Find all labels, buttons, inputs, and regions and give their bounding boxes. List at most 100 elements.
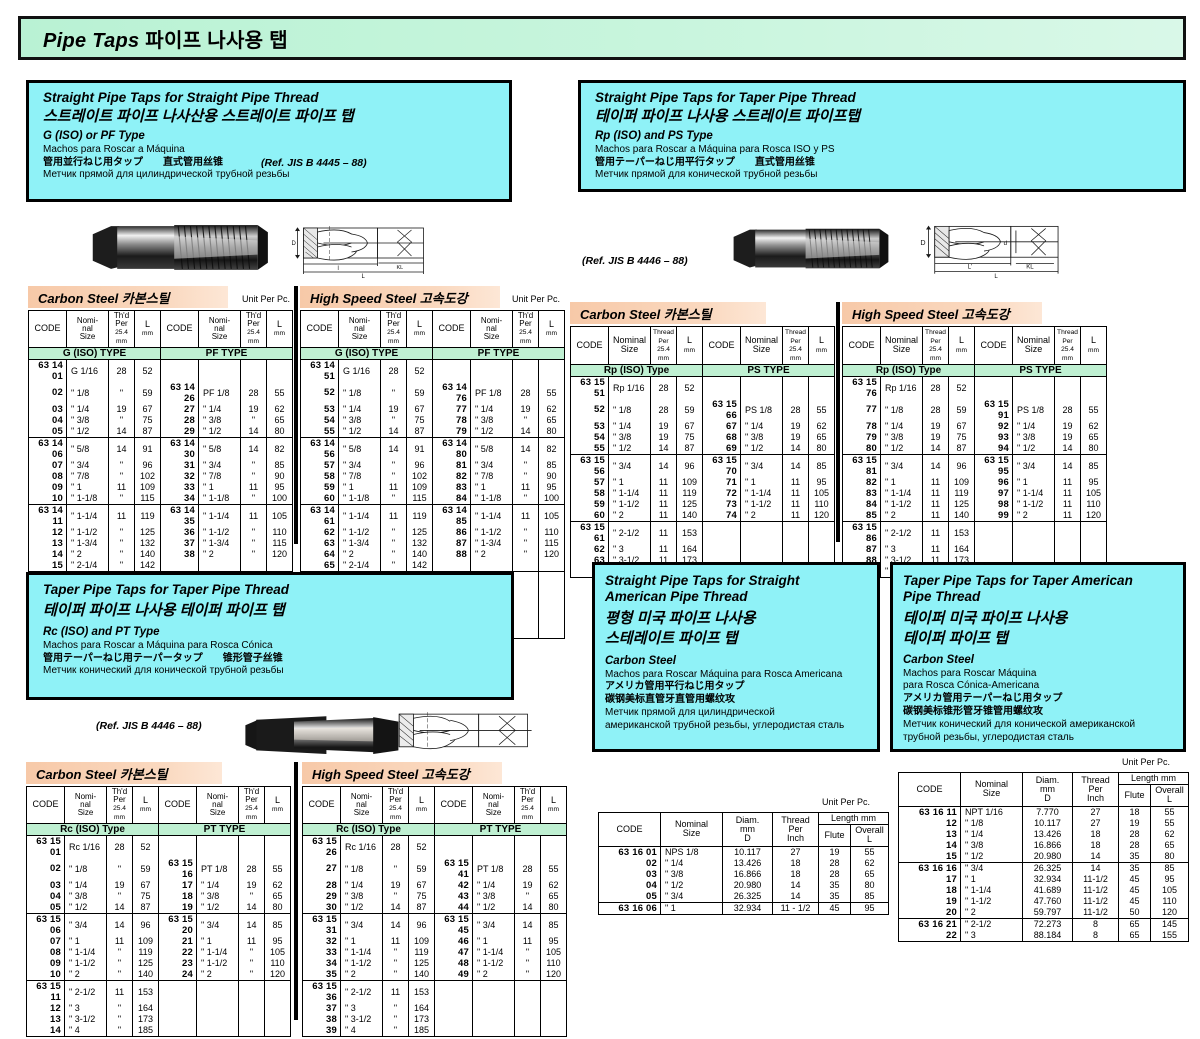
cell-flute: 35 [1118, 861, 1151, 874]
cell-threads-per-inch: 27 [1072, 805, 1119, 818]
cell-threads-per: " [514, 946, 541, 958]
cell-code: 60 [300, 492, 339, 505]
cell-overall: 155 [1150, 929, 1189, 942]
section3-ref-jis: (Ref. JIS B 4446 – 88) [96, 720, 202, 732]
col-header-code: CODE [974, 326, 1013, 365]
section-title-en-line1: Taper Pipe Taps for Taper American [903, 573, 1133, 588]
cell-code [702, 376, 741, 399]
cell-nominal-size: " 2 [1012, 509, 1055, 522]
cell-code: 63 14 61 [300, 503, 339, 527]
table-row: 35 " 2 " 140 49 " 2 " 120 [302, 968, 567, 981]
cell-length: 67 [676, 420, 703, 432]
table-row: 57 " 3/4 " 96 81 " 3/4 " 85 [300, 459, 565, 471]
table-row: 63 15 31 " 3/4 14 96 63 15 45 " 3/4 14 8… [302, 912, 567, 936]
cell-flute: 28 [1118, 839, 1151, 851]
cell-code [160, 559, 199, 572]
cell-length: 105 [1080, 487, 1107, 499]
cell-threads-per: 19 [650, 431, 677, 443]
cell-threads-per: " [240, 537, 267, 549]
cell-overall: 105 [1150, 884, 1189, 896]
cell-code [158, 1024, 197, 1037]
cell-code: 03 [598, 868, 661, 880]
cell-nominal-size: " 1-1/4 [64, 946, 107, 958]
table-row: 04 " 3/8 " 75 18 " 3/8 " 65 [26, 890, 291, 902]
cell-threads-per [512, 615, 539, 627]
cell-threads-per: 14 [922, 453, 949, 477]
cell-threads-per: 19 [238, 879, 265, 891]
cell-length: 96 [134, 459, 161, 471]
cell-threads-per: 14 [922, 442, 949, 455]
cell-length: 75 [132, 890, 159, 902]
cell-threads-per: 14 [1054, 453, 1081, 477]
table-row: 37 " 3 " 164 [302, 1002, 567, 1014]
cell-code: 46 [434, 935, 473, 947]
cell-flute: 28 [818, 868, 851, 880]
cell-nominal-size: PT 1/8 [196, 857, 239, 880]
cell-code: 04 [26, 890, 65, 902]
cell-threads-per: 28 [1054, 398, 1081, 421]
cell-code: 63 14 30 [160, 436, 199, 460]
cell-nominal-size: " 4 [340, 1024, 383, 1037]
cell-nominal-size: " 1/2 [64, 901, 107, 914]
cell-nominal-size [472, 835, 515, 858]
section-title-en: Taper Pipe Taps for Taper Pipe Thread [43, 582, 290, 597]
cell-threads-per: " [106, 1002, 133, 1014]
cell-nominal-size: " 1-1/2 [338, 526, 381, 538]
cell-length [264, 1024, 291, 1037]
table-row: 63 15 06 " 3/4 14 96 63 15 20 " 3/4 14 8… [26, 912, 291, 936]
cell-flute: 45 [1118, 873, 1151, 885]
cell-nominal-size: " 1/2 [472, 901, 515, 914]
cell-threads-per: " [106, 890, 133, 902]
cell-code: 64 [300, 548, 339, 560]
cell-length: 115 [134, 492, 161, 505]
cell-code: 17 [158, 879, 197, 891]
cell-diameter: 26.325 [722, 890, 773, 903]
table-row: 60 " 1-1/8 " 115 84 " 1-1/8 " 100 [300, 492, 565, 505]
cell-nominal-size: " 4 [64, 1024, 107, 1037]
cell-threads-per [512, 626, 539, 639]
cell-nominal-size: " 1/4 [470, 403, 513, 415]
section-title-ko: 테이퍼 파이프 나사용 테이퍼 파이프 탭 [43, 601, 285, 619]
cell-threads-per [238, 979, 265, 1003]
cell-length [1080, 376, 1107, 399]
cell-code [974, 376, 1013, 399]
section-header-straight-straight: Straight Pipe Taps for Straight Pipe Thr… [26, 80, 512, 202]
cell-threads-per [238, 1002, 265, 1014]
table-row: 13 " 3-1/2 " 173 [26, 1013, 291, 1025]
cell-threads-per: " [380, 559, 407, 572]
cell-code [974, 554, 1013, 566]
cell-threads-per: 14 [782, 453, 809, 477]
cell-length: 80 [538, 425, 565, 438]
table-row: 02 " 1/4 13.426 18 28 62 [598, 857, 889, 869]
cell-nominal-size [1012, 554, 1055, 566]
cell-code: 87 [432, 537, 471, 549]
cell-code: 92 [974, 420, 1013, 432]
table-row: 17 " 1 32.934 11-1/2 45 95 [898, 873, 1189, 885]
section-subtitle-ru-line1: Метчик прямой для цилиндрической [605, 707, 775, 719]
cell-nominal-size: " 3/4 [660, 890, 723, 903]
col-header-code: CODE [300, 310, 339, 348]
cell-threads-per: 28 [922, 398, 949, 421]
cell-threads-per [1054, 554, 1081, 566]
table-row: 63 15 61 " 2-1/2 11 153 [570, 520, 835, 544]
cell-threads-per: " [380, 548, 407, 560]
cell-nominal-size: " 2 [196, 968, 239, 981]
cell-code: 37 [302, 1002, 341, 1014]
cell-nominal-size: " 2 [960, 906, 1023, 919]
cell-length: 91 [134, 436, 161, 460]
cell-code: 63 [300, 537, 339, 549]
cell-threads-per: " [382, 890, 409, 902]
cell-threads-per [512, 359, 539, 382]
cell-code: 69 [702, 442, 741, 455]
table-row: 13 " 1/4 13.426 18 28 62 [898, 828, 1189, 840]
cell-diameter: 72.273 [1022, 917, 1073, 930]
section-type-line: Carbon Steel [605, 654, 676, 667]
cell-nominal-size: " 3/4 [66, 459, 109, 471]
cell-nominal-size: " 2 [340, 968, 383, 981]
table-row: 63 15 56 " 3/4 14 96 63 15 70 " 3/4 14 8… [570, 453, 835, 477]
cell-flute: 50 [1118, 906, 1151, 919]
cell-threads-per: " [380, 470, 407, 482]
col-header-threads-per: Th'd Per 25.4 mm [514, 786, 541, 824]
table-row: 34 " 1-1/2 " 125 48 " 1-1/2 " 110 [302, 957, 567, 969]
